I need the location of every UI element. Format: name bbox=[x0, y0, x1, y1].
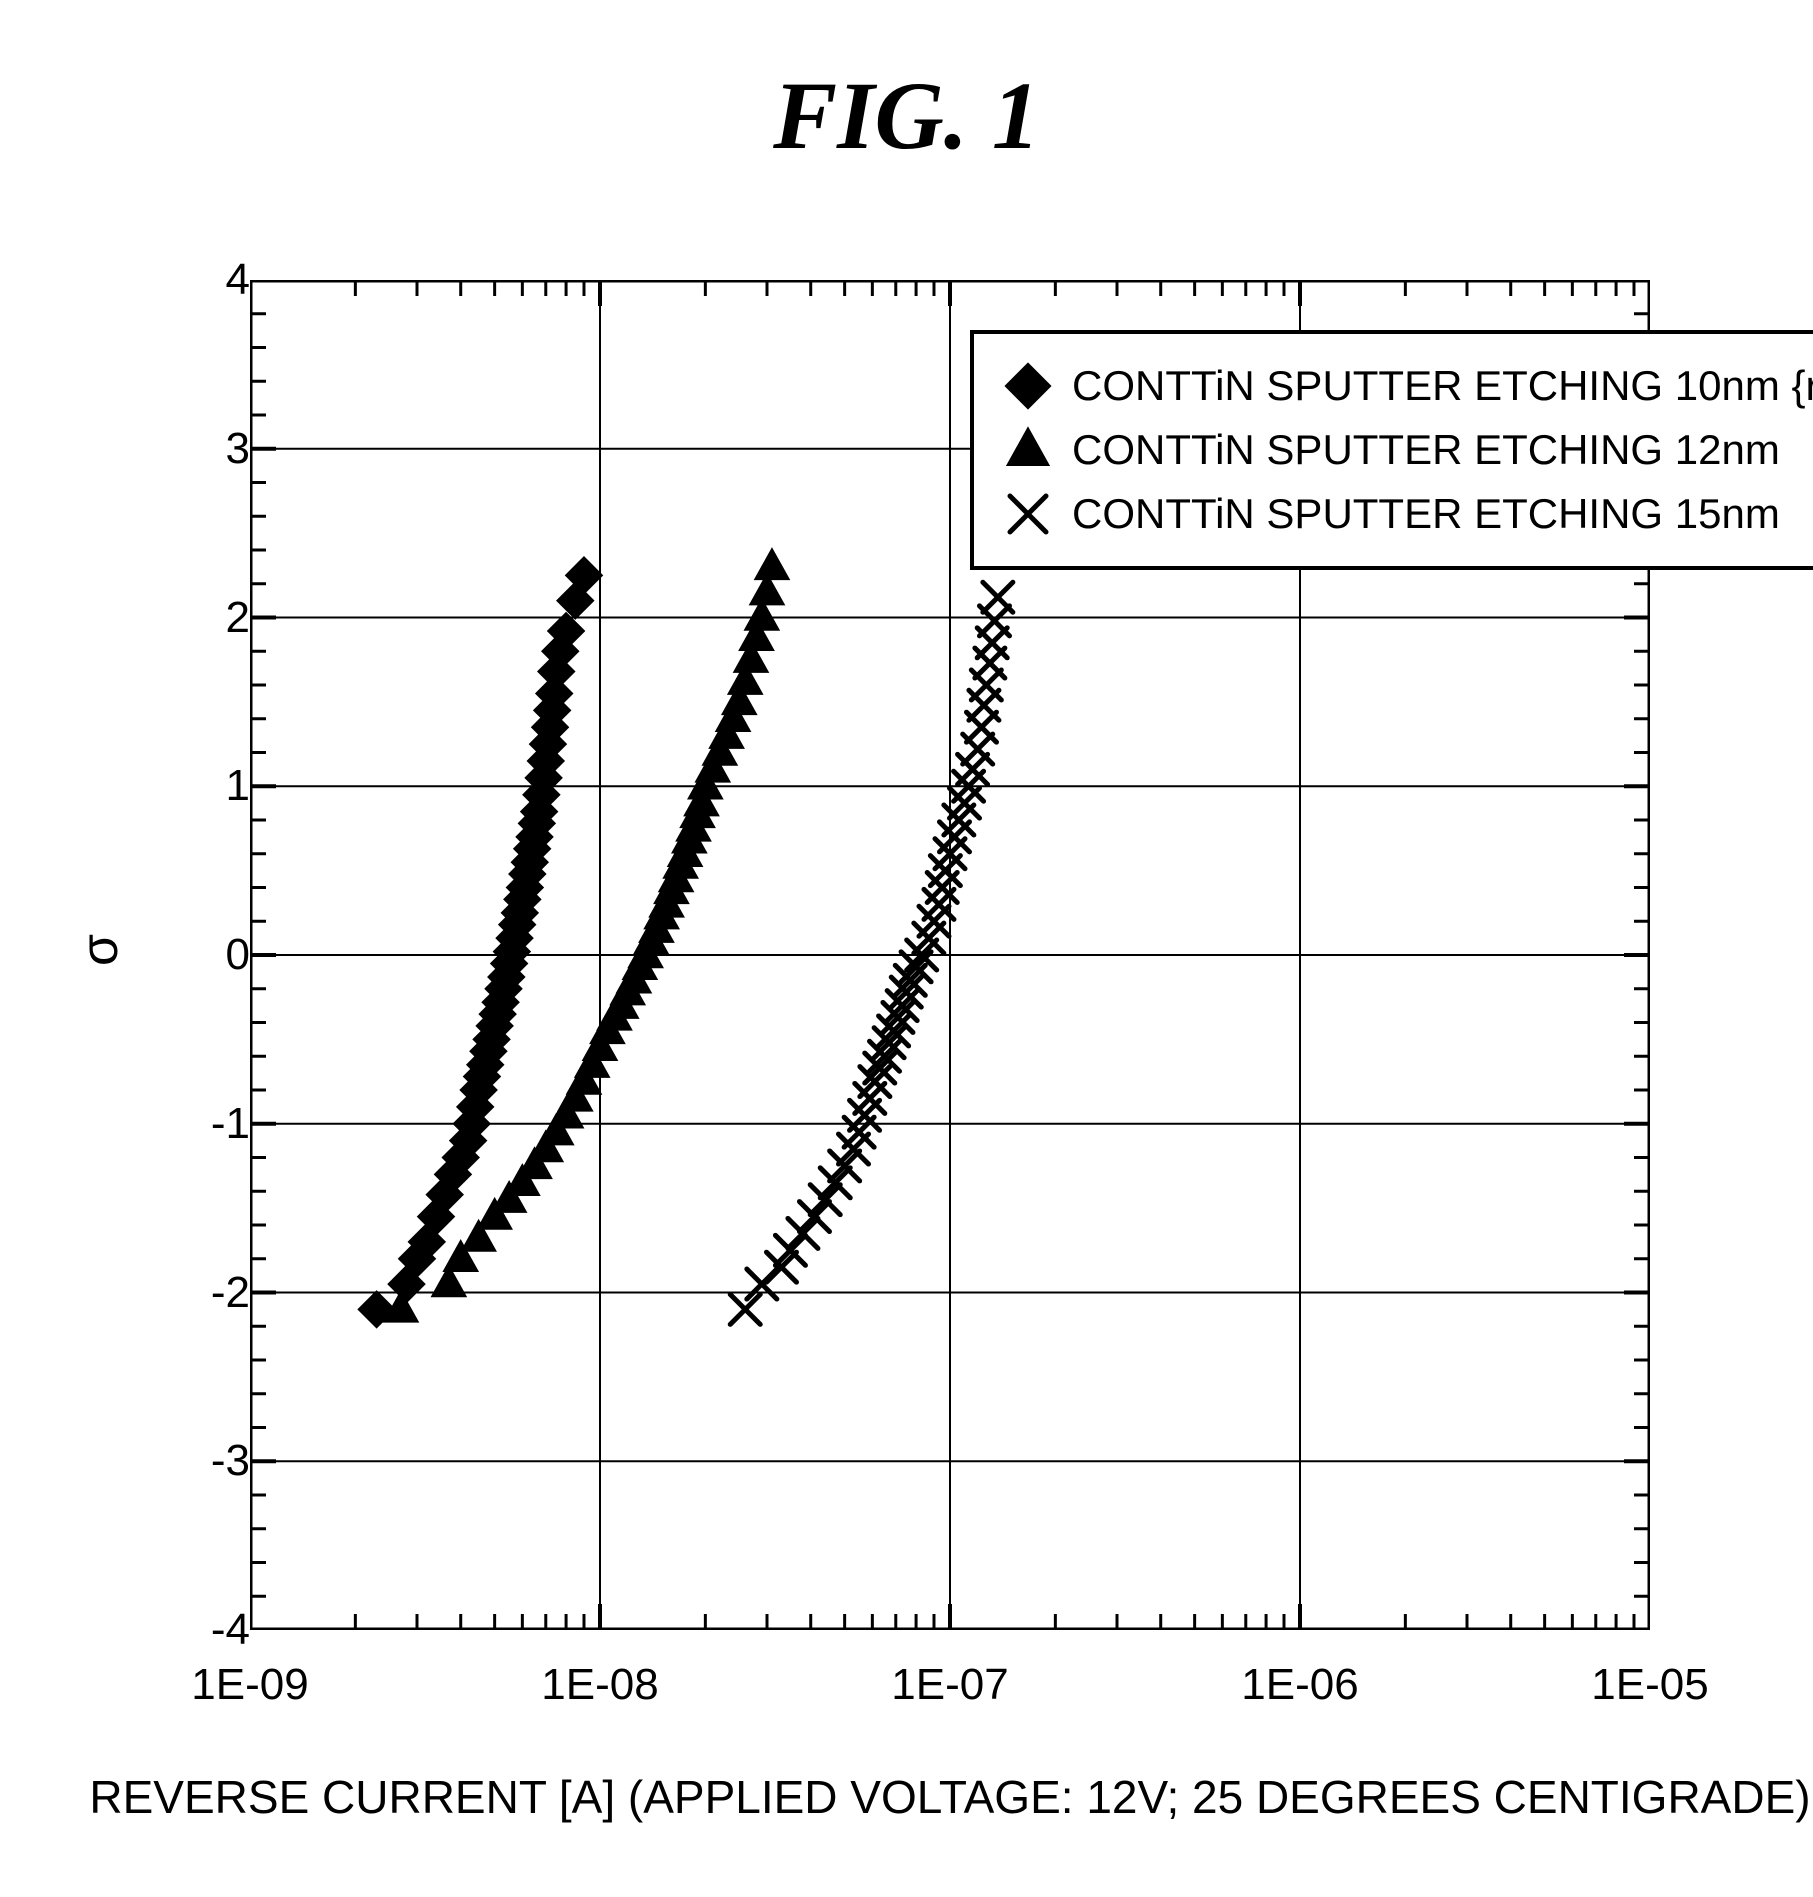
x-icon bbox=[1004, 490, 1052, 538]
x-tick-label: 1E-05 bbox=[1591, 1660, 1708, 1710]
figure-title: FIG. 1 bbox=[0, 60, 1813, 171]
x-tick-label: 1E-08 bbox=[541, 1660, 658, 1710]
y-tick-label: -3 bbox=[190, 1436, 250, 1486]
series-15nm bbox=[730, 582, 1013, 1324]
chart-legend: CONTTiN SPUTTER ETCHING 10nm {ref.} CONTT… bbox=[970, 330, 1813, 570]
y-tick-label: 3 bbox=[190, 424, 250, 474]
x-tick-label: 1E-07 bbox=[891, 1660, 1008, 1710]
series-10nm bbox=[358, 557, 603, 1328]
legend-label: CONTTiN SPUTTER ETCHING 15nm bbox=[1072, 490, 1780, 538]
x-tick-label: 1E-09 bbox=[191, 1660, 308, 1710]
x-axis-label: REVERSE CURRENT [A] (APPLIED VOLTAGE: 12… bbox=[89, 1770, 1810, 1824]
y-axis-label: σ bbox=[70, 934, 130, 966]
x-tick-label: 1E-06 bbox=[1241, 1660, 1358, 1710]
legend-row-10nm: CONTTiN SPUTTER ETCHING 10nm {ref.} bbox=[1004, 354, 1813, 418]
y-tick-label: 0 bbox=[190, 930, 250, 980]
legend-label: CONTTiN SPUTTER ETCHING 10nm {ref.} bbox=[1072, 362, 1813, 410]
legend-row-12nm: CONTTiN SPUTTER ETCHING 12nm bbox=[1004, 418, 1813, 482]
y-tick-label: -4 bbox=[190, 1605, 250, 1655]
legend-label: CONTTiN SPUTTER ETCHING 12nm bbox=[1072, 426, 1780, 474]
y-tick-label: 4 bbox=[190, 255, 250, 305]
y-tick-label: 2 bbox=[190, 593, 250, 643]
y-tick-label: -2 bbox=[190, 1268, 250, 1318]
page: FIG. 1 σ REVERSE CURRENT [A] (APPLIED VO… bbox=[0, 0, 1813, 1897]
y-tick-label: 1 bbox=[190, 761, 250, 811]
y-tick-label: -1 bbox=[190, 1099, 250, 1149]
triangle-icon bbox=[1004, 426, 1052, 474]
diamond-icon bbox=[1004, 362, 1052, 410]
legend-row-15nm: CONTTiN SPUTTER ETCHING 15nm bbox=[1004, 482, 1813, 546]
